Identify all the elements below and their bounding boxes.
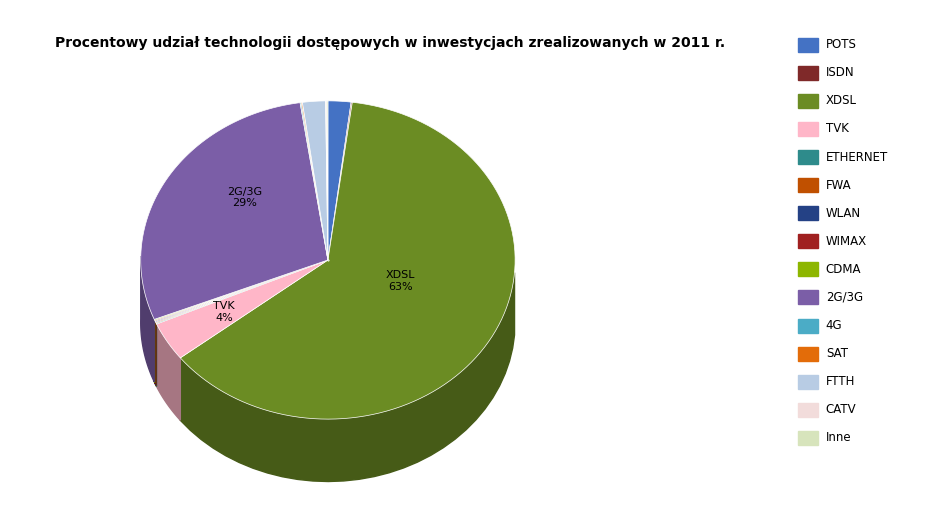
Text: 2G/3G: 2G/3G <box>825 291 863 304</box>
Text: CDMA
0%: CDMA 0% <box>0 519 1 520</box>
Text: Inne: Inne <box>825 432 851 444</box>
Text: 4G: 4G <box>825 319 843 332</box>
Text: 2G/3G
29%: 2G/3G 29% <box>228 187 263 209</box>
Polygon shape <box>180 272 514 482</box>
Polygon shape <box>300 102 327 260</box>
Polygon shape <box>156 260 327 324</box>
Bar <box>798 290 818 304</box>
Text: ETHERNET: ETHERNET <box>825 150 888 163</box>
Text: ISDN
0%: ISDN 0% <box>0 519 1 520</box>
Bar <box>798 206 818 220</box>
Polygon shape <box>155 260 327 322</box>
Polygon shape <box>327 101 351 260</box>
Polygon shape <box>141 102 327 319</box>
Text: TVK
4%: TVK 4% <box>213 301 235 323</box>
Text: POTS: POTS <box>825 38 857 51</box>
Text: Procentowy udział technologii dostępowych w inwestycjach zrealizowanych w 2011 r: Procentowy udział technologii dostępowyc… <box>55 36 725 50</box>
Bar <box>798 66 818 80</box>
Text: ETHERNET
0%: ETHERNET 0% <box>0 519 1 520</box>
Text: TVK: TVK <box>825 122 848 135</box>
Polygon shape <box>154 260 327 320</box>
Polygon shape <box>327 102 352 260</box>
Polygon shape <box>301 102 327 260</box>
Text: FWA
0%: FWA 0% <box>0 519 1 520</box>
Polygon shape <box>156 324 180 420</box>
Text: CATV
0%: CATV 0% <box>0 519 1 520</box>
Bar <box>798 374 818 389</box>
Text: POTS
2%: POTS 2% <box>0 519 1 520</box>
Text: WIMAX: WIMAX <box>825 235 867 248</box>
Polygon shape <box>326 101 327 260</box>
Bar <box>798 234 818 249</box>
Text: Inne
0%: Inne 0% <box>0 519 1 520</box>
Bar <box>798 94 818 108</box>
Text: WLAN
0%: WLAN 0% <box>0 519 1 520</box>
Text: XDSL: XDSL <box>825 94 857 107</box>
Text: 4G
0%: 4G 0% <box>0 519 1 520</box>
Polygon shape <box>156 260 327 358</box>
Bar <box>798 37 818 51</box>
Bar <box>798 318 818 333</box>
Text: WLAN: WLAN <box>825 207 861 220</box>
Bar <box>798 178 818 192</box>
Polygon shape <box>154 260 327 321</box>
Text: ISDN: ISDN <box>825 66 854 79</box>
Bar <box>798 431 818 445</box>
Text: SAT
0%: SAT 0% <box>0 519 1 520</box>
Text: FWA: FWA <box>825 179 851 191</box>
Bar <box>798 122 818 136</box>
Bar <box>798 402 818 417</box>
Text: FTTH
2%: FTTH 2% <box>0 519 1 520</box>
Polygon shape <box>141 256 154 382</box>
Polygon shape <box>155 260 327 323</box>
Text: CDMA: CDMA <box>825 263 862 276</box>
Text: CATV: CATV <box>825 404 857 416</box>
Text: WIMAX
0%: WIMAX 0% <box>0 519 1 520</box>
Text: SAT: SAT <box>825 347 848 360</box>
Text: FTTH: FTTH <box>825 375 855 388</box>
Polygon shape <box>180 102 515 419</box>
Bar <box>798 346 818 361</box>
Bar <box>798 150 818 164</box>
Text: XDSL
63%: XDSL 63% <box>386 270 415 292</box>
Bar <box>798 263 818 277</box>
Polygon shape <box>303 101 327 260</box>
